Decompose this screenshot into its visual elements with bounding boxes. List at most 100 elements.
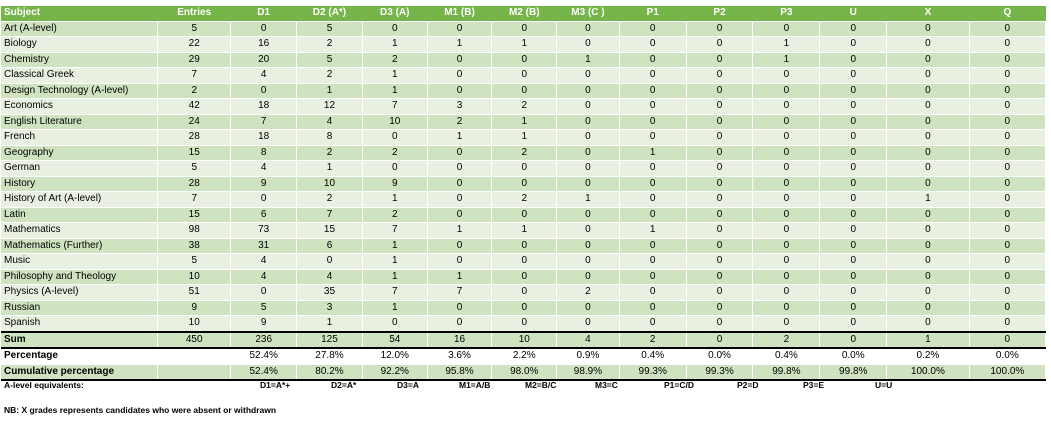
table-cell: 0 [686,36,754,53]
table-cell: 0 [686,300,754,316]
table-cell: 4 [230,160,298,177]
table-cell: 0 [886,207,970,223]
table-cell: 0 [752,269,821,285]
table-cell: 18 [230,98,298,115]
row-label: Latin [1,207,159,223]
table-cell: 0 [619,300,687,316]
table-cell: 1 [362,300,428,316]
table-cell: 0 [819,284,888,301]
table-cell: 0 [556,160,620,177]
table-cell: 2 [752,330,821,349]
table-cell: 0 [686,191,754,208]
table-cell: 0 [819,238,888,254]
equivalent-item: M1=A/B [459,380,491,390]
table-cell: 0 [886,21,970,37]
table-cell: 0 [752,284,821,301]
table-cell: 0 [886,176,970,192]
table-cell: 0 [556,238,620,254]
table-cell: 0 [619,21,687,37]
table-cell: 38 [157,238,232,254]
table-cell: 20 [230,52,298,68]
table-cell: 0 [969,36,1047,53]
table-row: Art (A-level) 5 0 5 0 0 0 0 0 0 0 0 0 0 [1,21,1047,37]
column-header: X [886,6,970,22]
table-cell: 0 [556,36,620,53]
table-cell: 4 [296,269,363,285]
table-cell: 10 [491,330,558,349]
table-cell: 450 [157,330,232,349]
table-cell: 0 [362,21,428,37]
table-cell: 0.0% [686,347,754,365]
table-cell: 2.2% [491,347,558,365]
table-cell: 1 [362,83,428,99]
table-cell: 3 [427,98,493,115]
table-cell: 0 [969,160,1047,177]
table-cell: 0 [556,129,620,146]
table-cell: 0 [362,160,428,177]
table-cell: 4 [230,269,298,285]
table-cell: 0 [427,238,493,254]
table-cell: 5 [157,253,232,270]
table-cell: 1 [296,83,363,99]
table-cell: 0 [969,21,1047,37]
table-cell: 0 [686,129,754,146]
table-cell: 0 [969,191,1047,208]
table-cell: 1 [362,238,428,254]
table-cell: 0 [969,176,1047,192]
table-cell: 0 [556,21,620,37]
table-cell: 0 [819,191,888,208]
table-cell: 0 [819,330,888,349]
table-cell: 12.0% [362,347,428,365]
table-cell: 0 [556,253,620,270]
table-cell: 0 [969,129,1047,146]
table-cell: 15 [157,145,232,161]
table-cell: 0 [819,253,888,270]
table-cell: 0.2% [886,347,970,365]
table-cell: 2 [296,36,363,53]
table-cell: 2 [491,191,558,208]
column-header: P1 [619,6,687,22]
table-cell: 0 [969,222,1047,239]
table-row: Latin 15 6 7 2 0 0 0 0 0 0 0 0 0 [1,207,1047,223]
table-cell: 0.9% [556,347,620,365]
table-cell: 29 [157,52,232,68]
table-cell: 5 [230,300,298,316]
table-cell: 10 [296,176,363,192]
table-cell: 1 [886,191,970,208]
table-cell: 0 [752,114,821,130]
table-cell: 0 [556,114,620,130]
table-row: French 28 18 8 0 1 1 0 0 0 0 0 0 0 [1,129,1047,146]
table-cell: 1 [886,330,970,349]
equivalent-item: D3=A [397,380,419,390]
table-row: Classical Greek 7 4 2 1 0 0 0 0 0 0 0 0 0 [1,67,1047,84]
table-cell: 1 [619,145,687,161]
table-cell: 0 [619,129,687,146]
table-cell: 0 [427,52,493,68]
table-cell: 8 [296,129,363,146]
table-cell: 0 [686,207,754,223]
table-cell: 4 [556,330,620,349]
table-cell: 0 [686,83,754,99]
table-cell: 1 [556,52,620,68]
column-header: U [819,6,887,22]
table-cell: 0 [886,253,970,270]
table-cell: 52.4% [230,363,298,381]
table-row: Geography 15 8 2 2 0 2 0 1 0 0 0 0 0 [1,145,1047,161]
table-cell: 0 [491,253,558,270]
table-cell: 0 [819,67,888,84]
table-cell: 236 [230,330,298,349]
table-cell: 0 [362,129,428,146]
table-cell: 0 [556,300,620,316]
table-cell: 0 [491,207,558,223]
table-cell: 0 [556,222,620,239]
table-cell: 98.0% [491,363,558,381]
table-cell: 0 [427,21,493,37]
row-label: Art (A-level) [1,21,159,37]
table-cell: 0 [886,269,970,285]
table-cell: 9 [230,176,298,192]
row-label: Design Technology (A-level) [1,83,159,99]
table-cell: 0 [619,114,687,130]
equivalent-item: M2=B/C [525,380,557,390]
table-cell: 0 [752,315,821,332]
table-cell: 0 [886,222,970,239]
